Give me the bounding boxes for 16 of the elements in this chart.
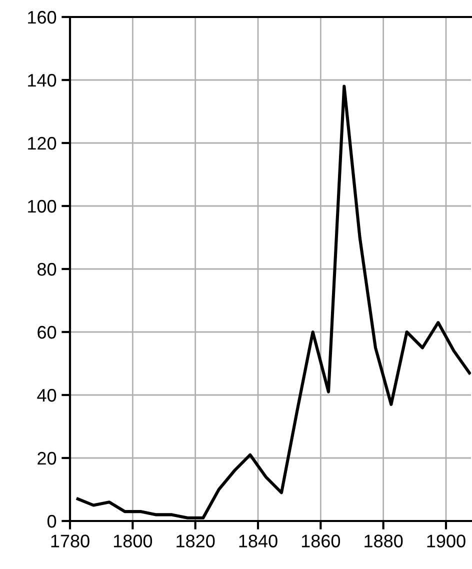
- y-tick-label: 80: [38, 262, 56, 276]
- x-tick-label: 1880: [364, 534, 403, 548]
- y-tick-label: 60: [38, 326, 56, 339]
- x-tick-label: 1820: [176, 534, 215, 548]
- y-tick-label: 120: [28, 136, 56, 150]
- x-tick-label: 1780: [51, 534, 90, 548]
- x-tick-label: 1900: [427, 534, 466, 548]
- x-tick-label: 1860: [302, 534, 340, 548]
- y-tick-label: 100: [28, 200, 56, 213]
- x-tick-label: 1840: [239, 534, 278, 548]
- x-tick-label: 1800: [114, 534, 152, 548]
- y-tick-label: 40: [37, 388, 56, 402]
- y-tick-label: 160: [28, 10, 56, 24]
- y-tick-label: 140: [28, 74, 56, 87]
- y-tick-label: 20: [38, 452, 56, 465]
- y-tick-label: 0: [47, 514, 56, 528]
